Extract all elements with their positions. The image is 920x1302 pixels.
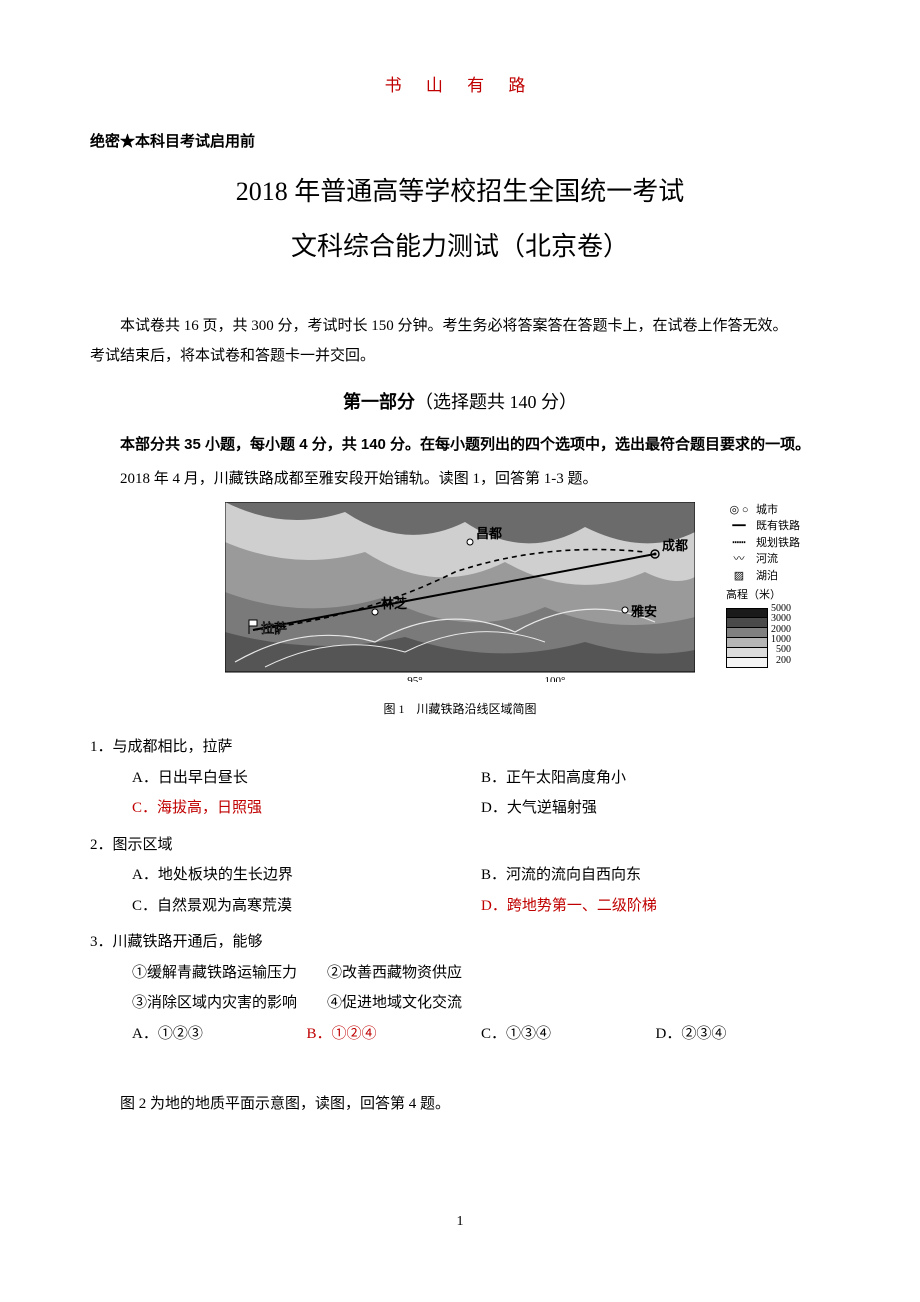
header-motto: 书 山 有 路 [90,70,830,102]
figure-1-caption: 图 1 川藏铁路沿线区域简图 [90,698,830,721]
lon-95: 95° [407,675,422,682]
q1-stem: 1．与成都相比，拉萨 [90,733,830,762]
instructions: 本部分共 35 小题，每小题 4 分，共 140 分。在每小题列出的四个选项中，… [90,431,830,460]
q3-opt-d: D．②③④ [656,1020,831,1049]
q3-sub-2: ②改善西藏物资供应 [327,965,462,981]
q1-opt-b: B．正午太阳高度角小 [481,764,830,793]
question-2: 2．图示区域 A．地处板块的生长边界 B．河流的流向自西向东 C．自然景观为高寒… [90,831,830,923]
page-number: 1 [90,1209,830,1236]
title-sub-paren: （北京卷） [499,232,629,261]
legend-planned-rail-icon: ┅┅ [726,535,752,552]
q3-opt-a: A．①②③ [132,1020,307,1049]
legend-river-icon: 〰 [726,551,752,568]
q3-opt-c: C．①③④ [481,1020,656,1049]
q3-sub-4: ④促进地域文化交流 [327,995,462,1011]
legend-lake-icon: ▨ [726,568,752,585]
q3-opt-b: B．①②④ [307,1020,482,1049]
legend-lake: 湖泊 [756,568,778,585]
city-yaan: 雅安 [631,604,657,619]
elev-labels: 5000300020001000500200 [771,604,791,666]
q2-opt-b: B．河流的流向自西向东 [481,861,830,890]
section-1-bold: 第一部分 [343,392,415,412]
city-lhasa: 拉萨 [261,621,287,636]
q3-sub-1: ①缓解青藏铁路运输压力 [132,965,297,981]
legend-elev-label: 高程（米） [726,587,800,604]
q2-opt-d: D．跨地势第一、二级阶梯 [481,892,830,921]
elev-scale [726,608,768,668]
context-1: 2018 年 4 月，川藏铁路成都至雅安段开始铺轨。读图 1，回答第 1-3 题… [90,465,830,494]
q2-opt-c: C．自然景观为高寒荒漠 [132,892,481,921]
q1-opt-d: D．大气逆辐射强 [481,794,830,823]
city-chengdu: 成都 [662,538,688,553]
city-linzhi: 林芝 [381,596,407,611]
footer-note: 图 2 为地的地质平面示意图，读图，回答第 4 题。 [90,1090,830,1119]
confidential-notice: 绝密★本科目考试启用前 [90,128,830,157]
question-1: 1．与成都相比，拉萨 A．日出早白昼长 B．正午太阳高度角小 C．海拔高，日照强… [90,733,830,825]
lon-100: 100° [545,675,566,682]
map-svg: 32° 30° 95° 100° 拉萨 林芝 昌都 雅安 成都 [225,502,695,682]
section-1-rest: （选择题共 140 分） [415,392,577,412]
q3-sub-3: ③消除区域内灾害的影响 [132,995,297,1011]
q1-opt-a: A．日出早白昼长 [132,764,481,793]
legend-city: 城市 [756,502,778,519]
legend-existing-rail: 既有铁路 [756,518,800,535]
figure-1: 32° 30° 95° 100° 拉萨 林芝 昌都 雅安 成都 ◎ ○城市 ━━… [90,502,830,693]
question-3: 3．川藏铁路开通后，能够 ①缓解青藏铁路运输压力 ②改善西藏物资供应 ③消除区域… [90,928,830,1050]
intro-paragraph-2: 考试结束后，将本试卷和答题卡一并交回。 [90,342,830,371]
legend-city-icon: ◎ ○ [726,502,752,519]
q3-stem: 3．川藏铁路开通后，能够 [90,928,830,957]
q1-opt-c: C．海拔高，日照强 [132,794,481,823]
city-changdu: 昌都 [476,526,502,541]
title-main: 2018 年普通高等学校招生全国统一考试 [90,167,830,216]
legend-planned-rail: 规划铁路 [756,535,800,552]
section-1-heading: 第一部分（选择题共 140 分） [90,385,830,419]
map-legend: ◎ ○城市 ━━既有铁路 ┅┅规划铁路 〰河流 ▨湖泊 高程（米） 500030… [726,502,800,668]
q2-stem: 2．图示区域 [90,831,830,860]
q2-opt-a: A．地处板块的生长边界 [132,861,481,890]
intro-paragraph-1: 本试卷共 16 页，共 300 分，考试时长 150 分钟。考生务必将答案答在答… [90,312,830,341]
title-sub: 文科综合能力测试（北京卷） [90,222,830,271]
title-sub-bold: 文科综合能力测试 [291,232,499,261]
legend-existing-rail-icon: ━━ [726,518,752,535]
legend-river: 河流 [756,551,778,568]
